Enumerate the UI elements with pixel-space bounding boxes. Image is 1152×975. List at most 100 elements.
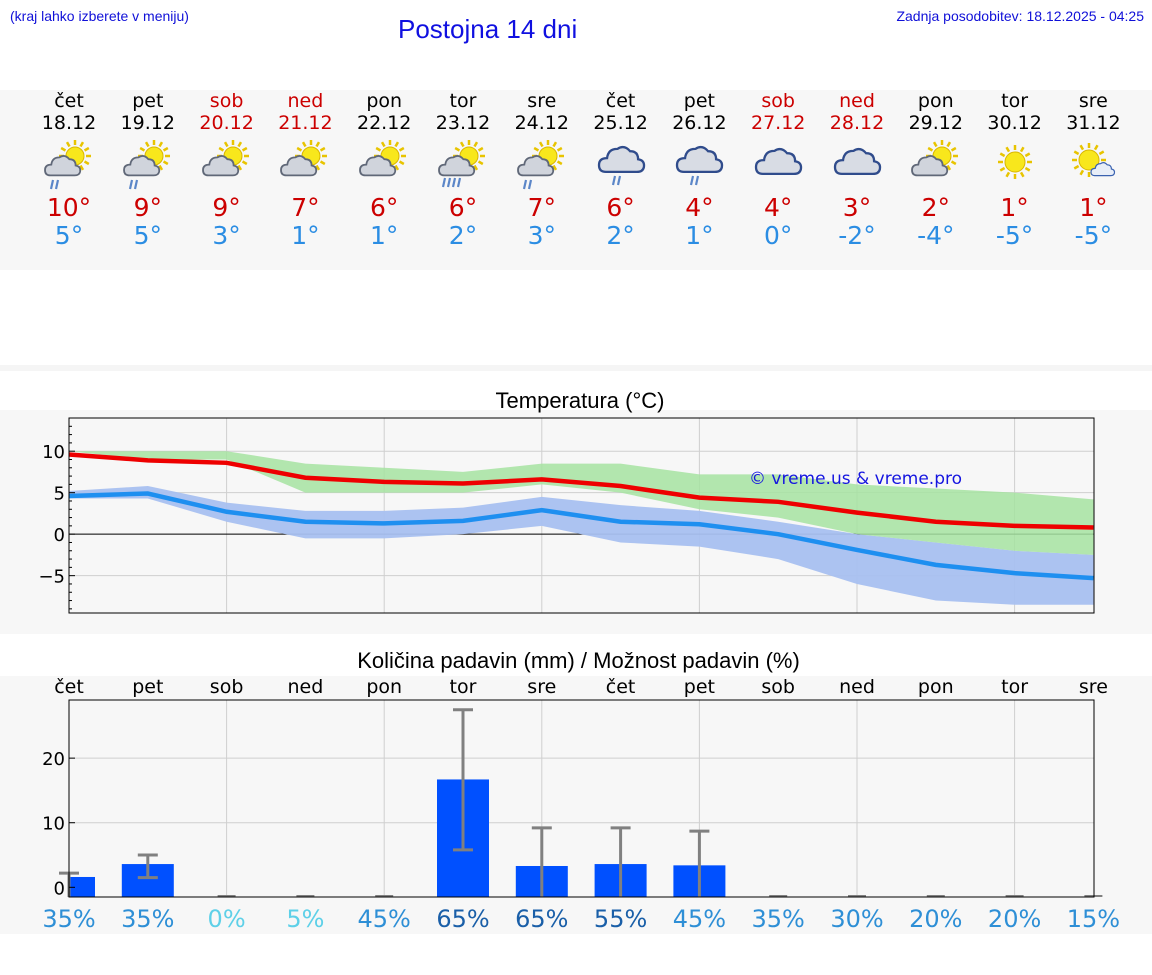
forecast-date: 27.12 — [750, 112, 806, 134]
forecast-day: sob 27.12 4° 0° — [738, 90, 818, 250]
forecast-day: tor 23.12 6° 2° — [423, 90, 503, 250]
forecast-day-name: pet — [132, 90, 164, 112]
precip-probability: 35% — [42, 905, 95, 933]
sun-ray — [65, 141, 71, 148]
sun-cloud-rain-icon — [512, 138, 572, 194]
rain-drop — [522, 179, 527, 190]
sun-ray — [1079, 144, 1085, 151]
x-day-label: sob — [761, 676, 795, 698]
sun-cloud-icon — [906, 138, 966, 194]
sun-cloud-icon — [354, 138, 414, 194]
forecast-min-temp: 2° — [448, 221, 478, 250]
sun-ray — [927, 146, 933, 152]
forecast-day: pon 29.12 2° -4° — [896, 90, 976, 250]
location-hint: (kraj lahko izberete v meniju) — [10, 8, 189, 24]
forecast-min-temp: -5° — [995, 221, 1034, 250]
cloud-shape — [359, 155, 397, 177]
sun-ray — [296, 146, 303, 152]
precip-probability: 0% — [208, 905, 246, 933]
cloud-outline — [44, 155, 82, 177]
cloud-shape — [201, 155, 239, 177]
sun-ray — [950, 146, 957, 152]
sun-ray — [144, 141, 150, 148]
forecast-date: 30.12 — [987, 112, 1042, 134]
cloud-shape — [438, 155, 476, 177]
forecast-max-temp: 6° — [369, 193, 399, 222]
cloud-outline — [1090, 162, 1116, 177]
forecast-date: 20.12 — [199, 112, 254, 134]
separator — [0, 365, 1152, 371]
forecast-max-temp: 1° — [1079, 193, 1108, 222]
sun-ray — [320, 146, 326, 152]
sun-ray — [1099, 150, 1105, 156]
forecast-date: 25.12 — [593, 112, 648, 134]
forecast-min-temp: -5° — [1074, 221, 1113, 250]
sun-ray — [381, 141, 386, 148]
sun-ray — [399, 146, 405, 152]
forecast-day-name: sob — [209, 90, 244, 112]
forecast-min-temp: 1° — [685, 221, 714, 250]
cloud-shape — [597, 145, 645, 174]
forecast-max-temp: 10° — [46, 193, 92, 222]
rain-drop — [446, 177, 452, 188]
sun-ray — [1019, 171, 1025, 178]
forecast-max-temp: 9° — [212, 193, 241, 222]
precip-probability: 20% — [988, 905, 1041, 933]
precip-probability: 30% — [830, 905, 883, 933]
forecast-day: pet 26.12 4° 1° — [659, 90, 739, 250]
cloud-shape — [910, 155, 948, 177]
rain-drop — [611, 175, 616, 186]
sun-ray — [477, 160, 484, 166]
sun-ray — [533, 146, 539, 152]
x-day-label: pet — [684, 676, 715, 698]
sun-ray — [454, 146, 461, 152]
x-day-label: ned — [839, 676, 875, 698]
forecast-day-name: pet — [683, 90, 715, 112]
forecast-date: 26.12 — [672, 112, 727, 134]
forecast-day-name: ned — [287, 90, 324, 112]
forecast-day-name: tor — [1001, 90, 1029, 112]
sun-ray — [302, 141, 307, 148]
sun-disc — [1078, 149, 1100, 171]
precip-bar — [69, 876, 95, 897]
precipitation-chart-title: Količina padavin (mm) / Možnost padavin … — [357, 648, 800, 673]
sun-icon — [985, 138, 1045, 194]
sun-ray — [1074, 164, 1080, 170]
precipitation-chart: čet pet sob ned pon tor sre čet pet sob ned pon tor s… — [42, 676, 1120, 933]
sun-cloud-icon — [275, 138, 335, 194]
forecast-max-temp: 4° — [685, 193, 714, 222]
precip-probability: 20% — [909, 905, 962, 933]
cloud-rain-icon — [591, 138, 651, 194]
forecast-day-name: pon — [917, 90, 954, 112]
forecast-day: sre 24.12 7° 3° — [502, 90, 582, 250]
rain-drop — [616, 175, 621, 186]
forecast-day: pon 22.12 6° 1° — [344, 90, 424, 250]
plot-frame — [68, 417, 1095, 614]
forecast-day: sob 20.12 9° 3° — [187, 90, 267, 250]
forecast-min-temp: 2° — [606, 221, 635, 250]
sun-ray — [237, 164, 242, 171]
sun-ray — [241, 146, 248, 152]
rain-drop — [133, 179, 138, 190]
sun-ray — [950, 160, 957, 166]
sun-ray — [139, 146, 145, 152]
forecast-date: 21.12 — [278, 112, 333, 134]
rain-drop — [49, 179, 55, 190]
forecast-day: čet 25.12 6° 2° — [581, 90, 661, 250]
forecast-max-temp: 4° — [763, 193, 793, 222]
rain-drop — [695, 175, 700, 186]
sun-ray — [394, 164, 400, 171]
precip-probability: 15% — [1067, 905, 1120, 933]
sun-ray — [1094, 144, 1099, 151]
sun-ray — [1024, 152, 1030, 158]
precip-probability: 65% — [436, 905, 489, 933]
cloud-icon — [748, 138, 808, 194]
cloud-outline — [676, 145, 724, 174]
forecast-day: pet 19.12 9° 5° — [108, 90, 188, 250]
y-tick-label: 0 — [54, 525, 65, 546]
sun-ray — [79, 164, 85, 171]
forecast-day: sre 31.12 1° -5° — [1053, 90, 1133, 250]
cloud-outline — [833, 147, 882, 176]
sun-ray — [158, 164, 163, 171]
cloud-outline — [122, 155, 160, 177]
